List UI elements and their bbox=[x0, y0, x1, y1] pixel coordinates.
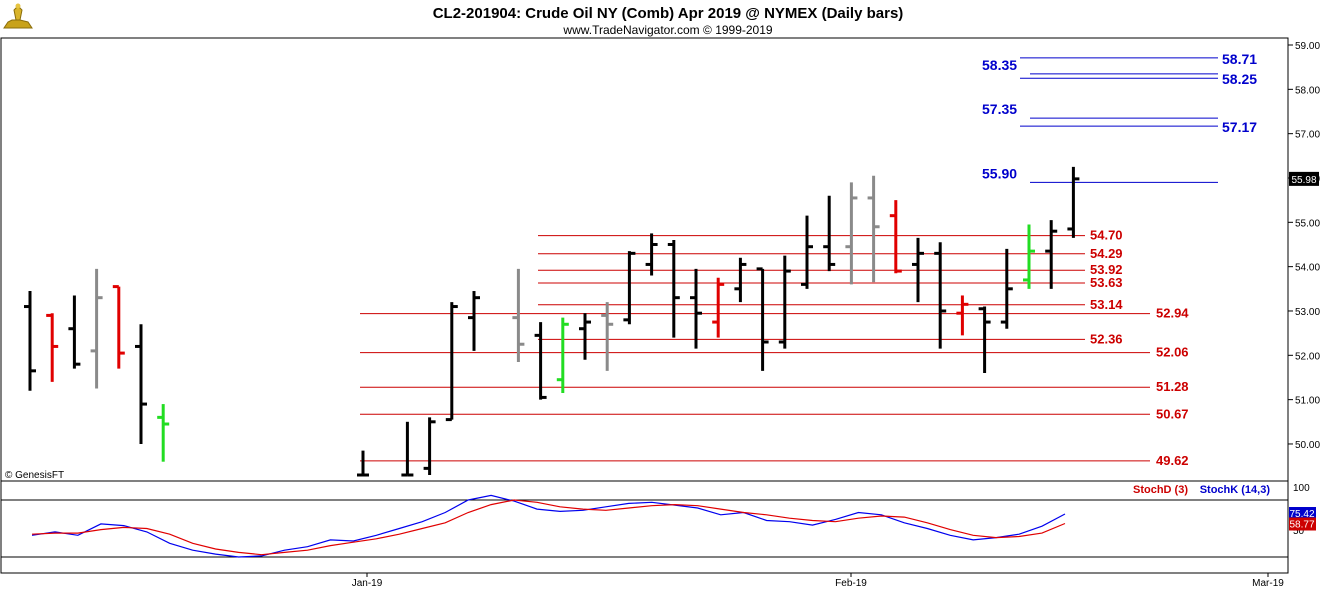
level-label: 52.36 bbox=[1090, 331, 1123, 346]
price-bar bbox=[667, 240, 680, 338]
level-label: 54.29 bbox=[1090, 246, 1123, 261]
level-label: 57.17 bbox=[1222, 119, 1257, 135]
price-tick-label: 57.00 bbox=[1295, 130, 1320, 141]
legend-stochd: StochD (3) bbox=[1133, 484, 1188, 496]
price-bar bbox=[401, 421, 414, 477]
price-bar bbox=[601, 302, 614, 371]
stoch-tick-label: 50 bbox=[1293, 526, 1305, 537]
price-bar bbox=[823, 195, 836, 272]
price-bar bbox=[24, 291, 36, 391]
logo bbox=[3, 3, 33, 29]
stochk-value: 75.42 bbox=[1289, 509, 1314, 520]
price-tick-label: 52.00 bbox=[1295, 351, 1320, 362]
price-bar bbox=[423, 417, 436, 476]
level-label: 54.70 bbox=[1090, 228, 1123, 243]
stochastic-lines bbox=[31, 494, 1066, 558]
chart-title: CL2-201904: Crude Oil NY (Comb) Apr 2019… bbox=[433, 5, 904, 22]
stochd-value-box bbox=[1289, 517, 1316, 531]
price-bar bbox=[645, 233, 658, 276]
date-tick-label: Mar-19 bbox=[1252, 578, 1284, 589]
price-bar bbox=[556, 317, 569, 393]
stochastic-grid bbox=[1, 499, 1288, 558]
chart-subtitle: www.TradeNavigator.com © 1999-2019 bbox=[562, 23, 772, 37]
price-tick-label: 58.00 bbox=[1295, 85, 1320, 96]
price-tick-label: 59.00 bbox=[1295, 41, 1320, 52]
price-bar bbox=[623, 251, 636, 325]
price-bar bbox=[534, 322, 547, 400]
price-bar bbox=[157, 404, 170, 462]
level-label: 50.67 bbox=[1156, 406, 1189, 421]
level-label: 49.62 bbox=[1156, 453, 1189, 468]
price-bar bbox=[135, 324, 147, 444]
price-bar bbox=[68, 295, 81, 369]
price-tick-label: 55.00 bbox=[1295, 218, 1320, 229]
price-bar bbox=[756, 267, 769, 371]
price-bar bbox=[112, 285, 125, 369]
price-bar bbox=[1000, 248, 1013, 329]
price-bar bbox=[956, 295, 969, 336]
price-bar bbox=[712, 277, 725, 338]
price-bar bbox=[1023, 224, 1035, 289]
price-bar bbox=[1045, 220, 1058, 289]
copyright: © GenesisFT bbox=[5, 470, 64, 481]
stochd-line bbox=[31, 499, 1066, 556]
price-bar bbox=[934, 242, 947, 349]
last-price-marker: 55.98 bbox=[1289, 171, 1319, 186]
price-bar bbox=[867, 175, 880, 283]
price-bar bbox=[978, 306, 991, 374]
level-label: 57.35 bbox=[982, 101, 1017, 117]
stochastic-panel bbox=[0, 480, 1289, 574]
price-bar bbox=[579, 313, 591, 360]
level-label: 58.71 bbox=[1222, 51, 1257, 67]
level-label: 52.94 bbox=[1156, 306, 1189, 321]
price-tick-label: 50.00 bbox=[1295, 440, 1320, 451]
price-bar bbox=[845, 182, 858, 285]
stochk-value-box bbox=[1289, 507, 1316, 521]
price-bars bbox=[24, 166, 1080, 477]
genie-lamp-icon bbox=[3, 3, 33, 29]
stochastic-legend: StochD (3) StochK (14,3) bbox=[1133, 484, 1270, 496]
level-label: 51.28 bbox=[1156, 379, 1189, 394]
price-bar bbox=[912, 237, 924, 303]
level-label: 53.63 bbox=[1090, 275, 1123, 290]
price-bar bbox=[1067, 166, 1080, 238]
stochk-line bbox=[31, 494, 1066, 558]
level-label: 53.92 bbox=[1090, 262, 1123, 277]
price-tick-label: 53.00 bbox=[1295, 307, 1320, 318]
price-bar bbox=[801, 215, 813, 289]
price-tick-label: 51.00 bbox=[1295, 396, 1320, 407]
level-label: 58.25 bbox=[1222, 71, 1257, 87]
legend-stochk: StochK (14,3) bbox=[1200, 484, 1271, 496]
level-label: 55.90 bbox=[982, 165, 1017, 181]
price-bar bbox=[468, 291, 480, 351]
price-bar bbox=[357, 450, 369, 477]
level-label: 53.14 bbox=[1090, 297, 1123, 312]
price-bar bbox=[778, 255, 791, 349]
stochd-value: 58.77 bbox=[1289, 520, 1314, 531]
level-label: 52.06 bbox=[1156, 345, 1189, 360]
price-bar bbox=[734, 257, 747, 303]
price-bar bbox=[690, 268, 702, 349]
price-bar bbox=[90, 268, 103, 389]
price-bar bbox=[512, 268, 525, 362]
date-tick-label: Feb-19 bbox=[835, 578, 867, 589]
last-price-box bbox=[1289, 171, 1319, 186]
level-label: 58.35 bbox=[982, 57, 1017, 73]
date-tick-label: Jan-19 bbox=[352, 578, 383, 589]
price-bar bbox=[889, 200, 902, 274]
support-resistance-levels: 58.71 58.35 58.25 57.35 57.17 55.90 54.70 54.29… bbox=[360, 51, 1257, 468]
last-price-label: 55.98 bbox=[1291, 175, 1316, 186]
price-bar bbox=[46, 313, 59, 382]
price-tick-label: 54.00 bbox=[1295, 263, 1320, 274]
date-axis: Jan-19 Feb-19 Mar-19 bbox=[352, 573, 1284, 589]
price-bar bbox=[445, 302, 458, 422]
stoch-tick-label: 100 bbox=[1293, 483, 1310, 494]
